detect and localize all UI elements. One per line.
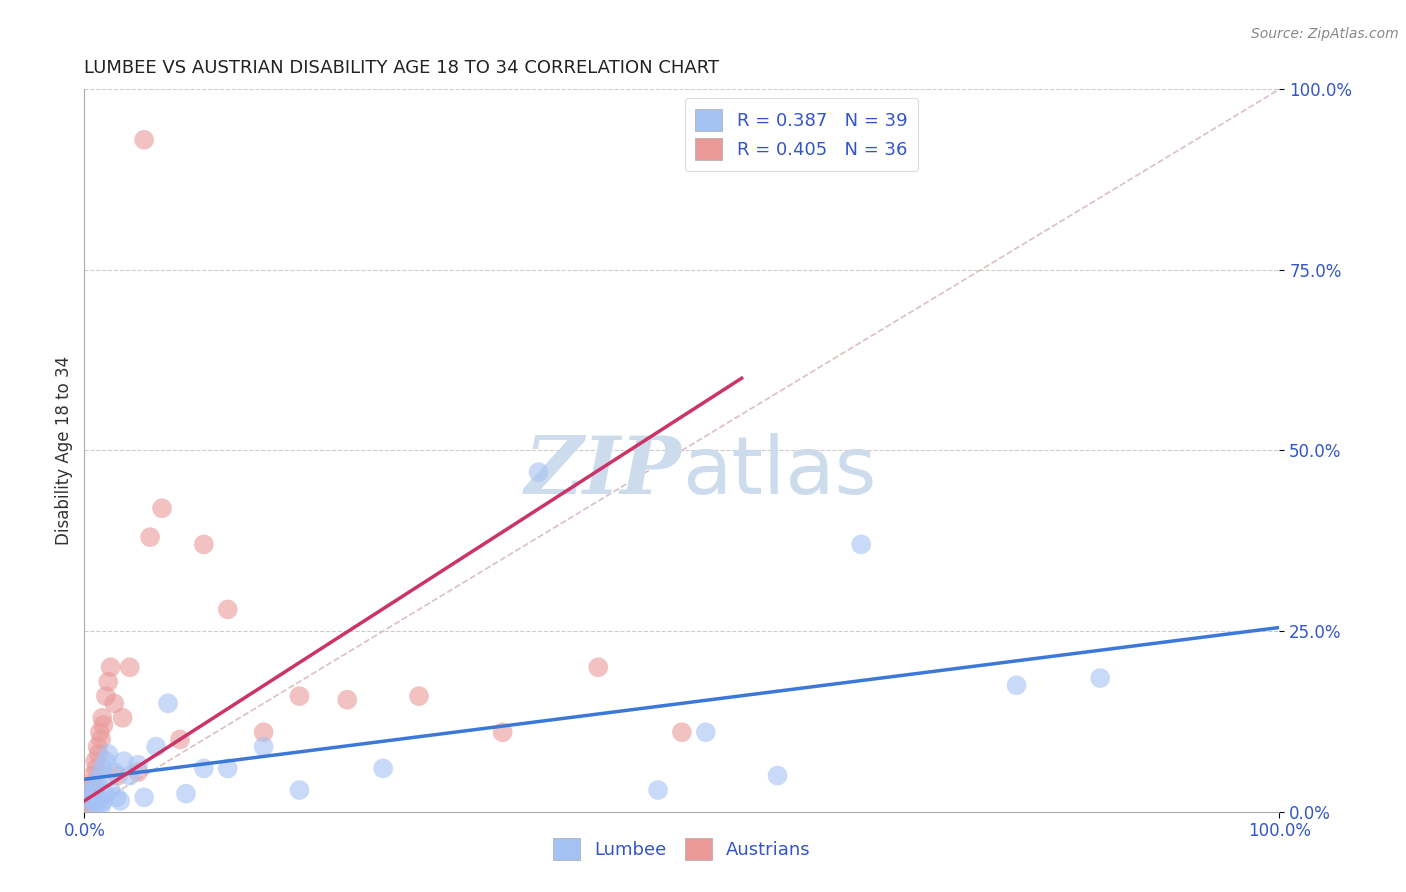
Point: [80, 783, 103, 797]
Point: [150, 501, 173, 516]
Point: [91, 711, 114, 725]
Point: [851, 537, 873, 551]
Point: [671, 725, 693, 739]
Point: [100, 660, 122, 674]
Point: [79, 787, 101, 801]
Point: [91, 761, 114, 775]
Point: [288, 689, 311, 703]
Point: [408, 689, 430, 703]
Point: [100, 783, 122, 797]
Point: [86, 791, 108, 805]
Point: [169, 732, 191, 747]
Point: [1090, 671, 1112, 685]
Point: [118, 660, 141, 674]
Point: [127, 757, 149, 772]
Point: [86, 776, 108, 790]
Point: [217, 761, 239, 775]
Point: [127, 764, 149, 779]
Point: [87, 796, 110, 810]
Point: [253, 725, 276, 739]
Point: [77, 794, 100, 808]
Point: [86, 739, 108, 754]
Point: [288, 783, 311, 797]
Point: [174, 787, 197, 801]
Point: [93, 718, 115, 732]
Point: [89, 725, 111, 739]
Point: [253, 739, 276, 754]
Point: [82, 783, 104, 797]
Point: [157, 696, 180, 710]
Point: [79, 790, 101, 805]
Point: [145, 739, 167, 754]
Point: [84, 780, 107, 794]
Point: [527, 465, 550, 479]
Point: [94, 754, 117, 768]
Point: [492, 725, 515, 739]
Point: [97, 674, 120, 689]
Point: [76, 797, 98, 812]
Text: atlas: atlas: [682, 434, 876, 511]
Point: [93, 794, 115, 808]
Point: [111, 711, 134, 725]
Point: [84, 754, 107, 768]
Point: [695, 725, 717, 739]
Point: [90, 732, 112, 747]
Point: [77, 790, 100, 805]
Text: ZIP: ZIP: [524, 434, 682, 511]
Point: [90, 799, 112, 814]
Point: [132, 790, 156, 805]
Point: [86, 761, 108, 775]
Y-axis label: Disability Age 18 to 34: Disability Age 18 to 34: [55, 356, 73, 545]
Text: LUMBEE VS AUSTRIAN DISABILITY AGE 18 TO 34 CORRELATION CHART: LUMBEE VS AUSTRIAN DISABILITY AGE 18 TO …: [84, 59, 720, 77]
Point: [103, 764, 125, 779]
Legend: Lumbee, Austrians: Lumbee, Austrians: [546, 831, 818, 868]
Point: [373, 761, 395, 775]
Point: [139, 530, 162, 544]
Point: [118, 769, 141, 783]
Point: [1005, 678, 1028, 692]
Point: [83, 797, 105, 812]
Point: [110, 794, 132, 808]
Point: [89, 769, 111, 783]
Point: [87, 747, 110, 761]
Point: [588, 660, 610, 674]
Text: Source: ZipAtlas.com: Source: ZipAtlas.com: [1251, 27, 1399, 41]
Point: [77, 787, 100, 801]
Point: [766, 769, 789, 783]
Point: [82, 769, 104, 783]
Point: [105, 790, 128, 805]
Point: [647, 783, 669, 797]
Point: [193, 761, 215, 775]
Point: [132, 133, 156, 147]
Point: [217, 602, 239, 616]
Point: [336, 692, 359, 706]
Point: [80, 794, 103, 808]
Point: [94, 689, 117, 703]
Point: [97, 747, 120, 761]
Point: [83, 776, 105, 790]
Point: [103, 696, 125, 710]
Point: [193, 537, 215, 551]
Point: [112, 754, 135, 768]
Point: [93, 787, 115, 801]
Point: [107, 769, 129, 783]
